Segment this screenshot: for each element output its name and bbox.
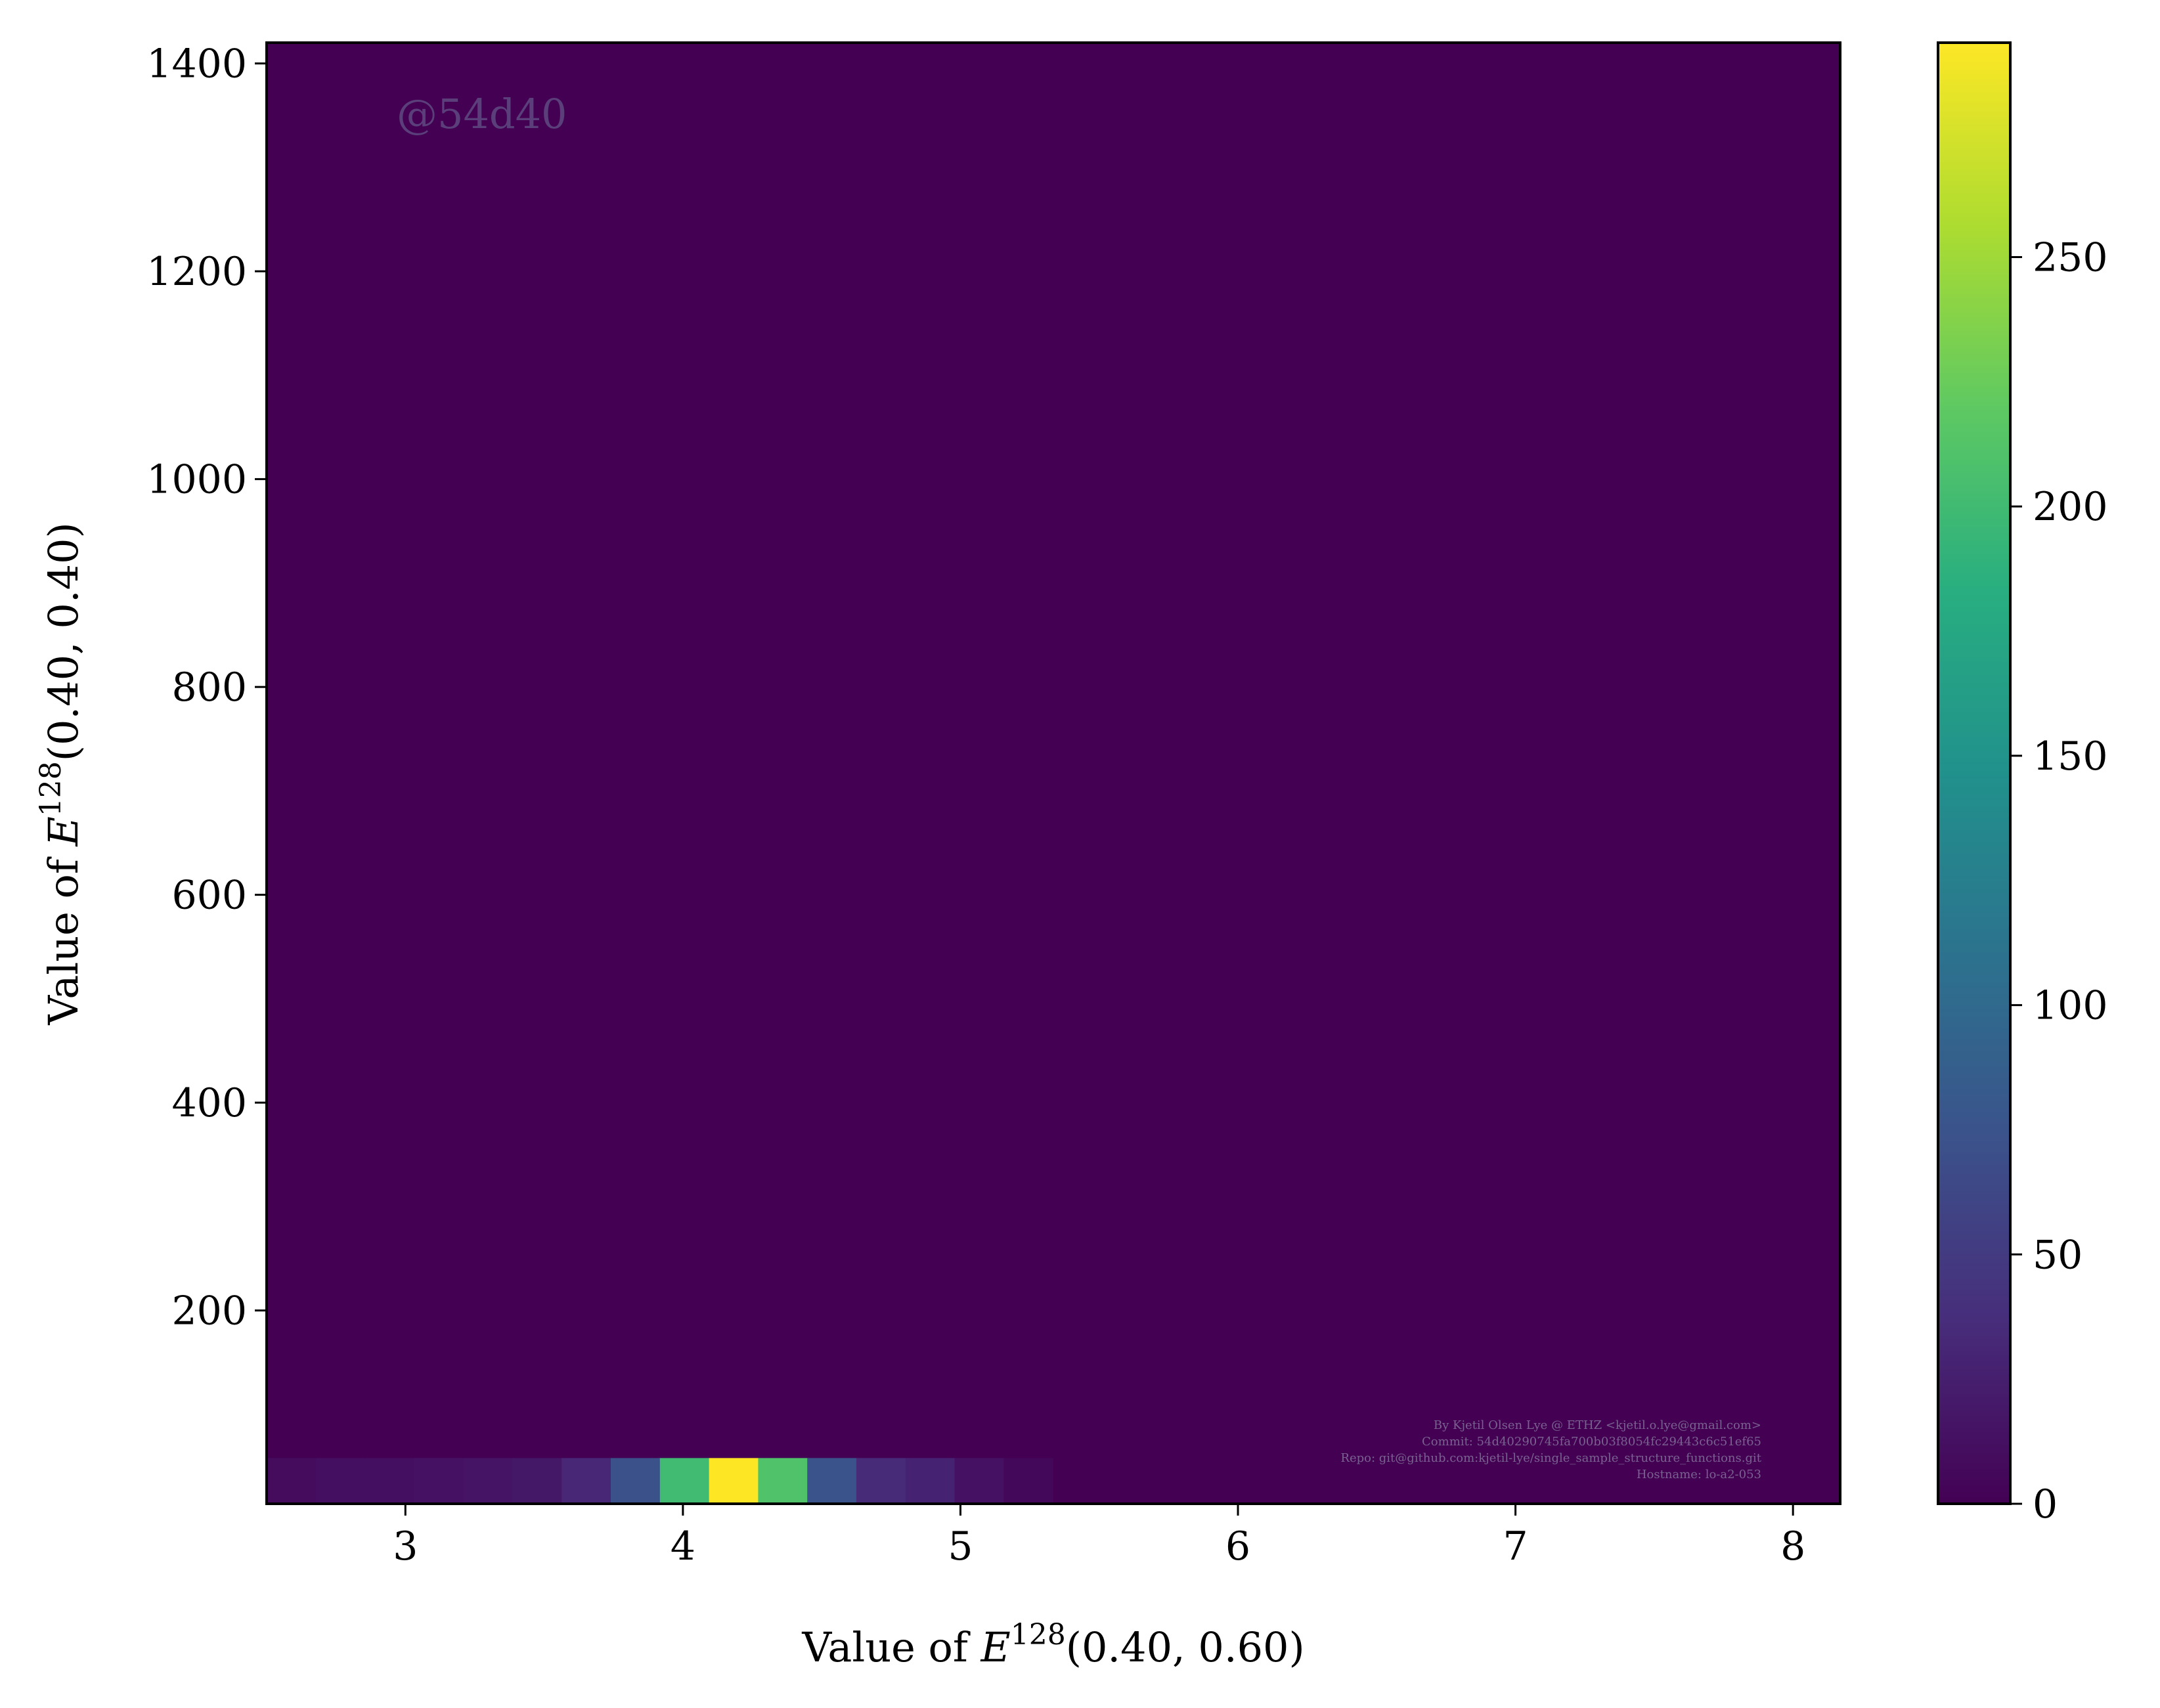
y-tick-label: 1000 <box>146 457 247 503</box>
y-axis: 200 400 600 800 1000 1200 1400 <box>146 41 267 1334</box>
plot-area <box>267 43 1840 1504</box>
credit-block: By Kjetil Olsen Lye @ ETHZ <kjetil.o.lye… <box>1340 1418 1761 1481</box>
y-tick-label: 400 <box>171 1080 247 1126</box>
x-tick-label: 3 <box>393 1523 418 1569</box>
heatmap-cells <box>267 1458 1053 1504</box>
y-tick-label: 1200 <box>146 249 247 295</box>
colorbar-axis: 0 50 100 150 200 250 <box>2010 235 2108 1527</box>
credit-line: Repo: git@github.com:kjetil-lye/single_s… <box>1340 1451 1761 1465</box>
credit-line: By Kjetil Olsen Lye @ ETHZ <kjetil.o.lye… <box>1434 1418 1761 1432</box>
x-tick-label: 8 <box>1780 1523 1805 1569</box>
heatmap-cell <box>562 1458 611 1504</box>
colorbar <box>1937 41 2012 1505</box>
colorbar-tick-label: 200 <box>2033 484 2108 530</box>
heatmap-cell <box>512 1458 562 1504</box>
colorbar-tick-label: 50 <box>2033 1232 2083 1278</box>
x-tick-label: 4 <box>671 1523 695 1569</box>
heatmap-cell <box>659 1458 710 1504</box>
y-tick-label: 1400 <box>146 41 247 87</box>
colorbar-tick-label: 250 <box>2033 235 2108 281</box>
heatmap-cell <box>954 1458 1004 1504</box>
x-axis-label: Value of E128(0.40, 0.60) <box>801 1618 1304 1671</box>
heatmap-cell <box>758 1458 808 1504</box>
heatmap-cell <box>414 1458 464 1504</box>
heatmap-cell <box>905 1458 956 1504</box>
watermark: @54d40 <box>397 90 567 138</box>
plot-frame <box>265 41 1841 1505</box>
heatmap-cell <box>1003 1458 1053 1504</box>
x-tick-label: 5 <box>948 1523 973 1569</box>
heatmap-cell <box>315 1458 366 1504</box>
heatmap-cell <box>364 1458 414 1504</box>
x-axis: 3 4 5 6 7 8 <box>393 1504 1805 1569</box>
y-tick-label: 800 <box>171 665 247 711</box>
credit-line: Hostname: lo-a2-053 <box>1637 1468 1761 1481</box>
heatmap-cell <box>807 1458 857 1504</box>
colorbar-tick-label: 150 <box>2033 734 2108 779</box>
y-tick-label: 600 <box>171 873 247 919</box>
colorbar-tick-label: 100 <box>2033 983 2108 1029</box>
x-tick-label: 7 <box>1503 1523 1528 1569</box>
heatmap-cell <box>267 1458 317 1504</box>
credit-line: Commit: 54d40290745fa700b03f8054fc29443c… <box>1422 1435 1761 1449</box>
y-axis-label: Value of E128(0.40, 0.40) <box>34 522 87 1025</box>
colorbar-tick-label: 0 <box>2033 1481 2058 1527</box>
heatmap-cell <box>463 1458 513 1504</box>
heatmap-cell <box>610 1458 661 1504</box>
heatmap-cell <box>856 1458 906 1504</box>
x-tick-label: 6 <box>1225 1523 1250 1569</box>
y-tick-label: 200 <box>171 1288 247 1334</box>
heatmap-cell <box>709 1458 759 1504</box>
